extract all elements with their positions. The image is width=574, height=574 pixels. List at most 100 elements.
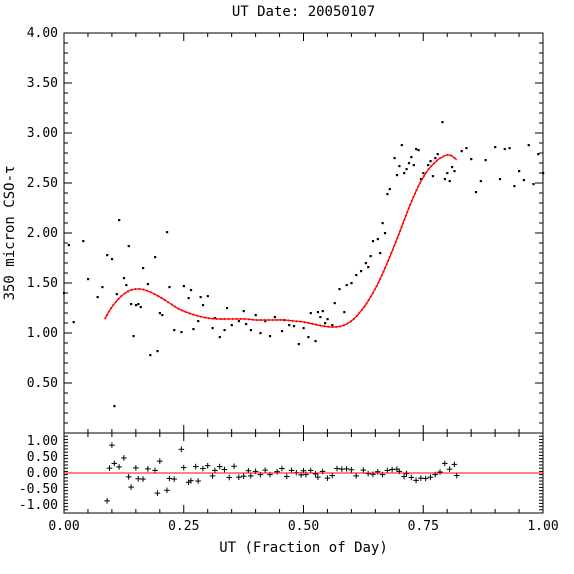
residual-point <box>195 478 201 484</box>
data-point <box>345 284 348 287</box>
data-point <box>441 121 444 124</box>
data-point <box>156 350 159 353</box>
residual-point <box>334 465 340 472</box>
data-point <box>314 340 317 343</box>
data-point <box>161 314 164 317</box>
data-point <box>110 258 114 261</box>
data-point <box>460 150 463 153</box>
fit-line <box>104 154 458 328</box>
data-point <box>302 327 305 330</box>
x-axis-label: UT (Fraction of Day) <box>219 540 388 556</box>
data-point <box>532 183 535 186</box>
x-tick-label: 0.50 <box>288 519 319 534</box>
residual-point <box>384 467 391 474</box>
residual-point <box>262 467 268 473</box>
data-point <box>355 274 358 277</box>
data-point <box>518 170 521 173</box>
residual-point <box>437 469 443 475</box>
data-point <box>400 144 403 147</box>
data-point <box>343 311 346 314</box>
y-tick-label: 0.00 <box>27 466 58 481</box>
data-point <box>292 325 296 328</box>
data-point <box>470 158 473 161</box>
y-tick-label: 1.00 <box>27 434 58 449</box>
data-point <box>187 297 190 300</box>
data-point <box>522 179 526 182</box>
residual-point <box>204 462 211 469</box>
data-point <box>230 324 233 327</box>
residual-point <box>274 468 280 475</box>
residual-point <box>180 464 187 471</box>
residual-point <box>279 465 285 472</box>
data-point <box>197 320 200 323</box>
data-point <box>273 316 276 319</box>
data-point <box>125 284 128 287</box>
data-point <box>398 165 401 168</box>
main-plot-frame <box>63 32 544 434</box>
residual-point <box>451 461 458 468</box>
residual-point <box>365 470 371 477</box>
residual-point <box>453 472 460 479</box>
data-point <box>63 292 66 295</box>
data-point <box>443 178 447 181</box>
data-point <box>379 252 382 255</box>
data-point <box>450 166 454 169</box>
data-point <box>237 320 241 323</box>
residual-point <box>171 476 177 482</box>
residual-point <box>408 474 415 481</box>
residual-point <box>307 467 314 474</box>
data-point <box>474 191 478 194</box>
residual-point <box>315 474 321 480</box>
data-point <box>146 283 150 286</box>
data-point <box>498 178 502 181</box>
residual-point <box>221 466 228 473</box>
residual-point <box>236 474 242 480</box>
data-point <box>134 304 138 307</box>
residual-data-points <box>104 442 460 504</box>
data-point <box>201 304 205 307</box>
residual-point <box>145 466 151 472</box>
data-point <box>393 157 396 160</box>
data-point <box>333 302 336 305</box>
data-point <box>453 170 456 173</box>
residual-point <box>418 475 424 481</box>
residual-point <box>128 484 134 490</box>
data-point <box>417 149 420 152</box>
data-point <box>106 254 109 257</box>
y-tick-label: 2.00 <box>27 226 58 241</box>
data-point <box>211 327 214 330</box>
residual-point <box>240 473 247 479</box>
residual-point <box>288 467 295 474</box>
data-point <box>242 310 245 313</box>
data-point <box>122 277 126 280</box>
residual-axis-ticks: -1.00-0.500.000.501.000.00 0.25 0.50 0.75 1.… <box>19 432 559 534</box>
residual-point <box>389 466 395 473</box>
data-point <box>206 295 209 298</box>
data-point <box>182 285 185 288</box>
residual-point <box>209 473 216 479</box>
data-point <box>415 148 418 151</box>
data-point <box>448 180 451 183</box>
data-point <box>199 296 202 299</box>
data-point <box>173 329 176 332</box>
data-point <box>364 262 367 265</box>
data-point <box>338 288 341 291</box>
data-point <box>72 321 75 324</box>
residual-point <box>216 463 223 470</box>
data-point <box>369 255 372 258</box>
chart-title: UT Date: 20050107 <box>232 4 375 20</box>
residual-point <box>231 463 237 470</box>
residual-point <box>348 467 355 473</box>
data-point <box>192 328 195 331</box>
residual-point <box>135 475 142 482</box>
data-point <box>429 160 432 163</box>
y-tick-label: 3.50 <box>27 76 58 91</box>
data-point <box>484 159 487 162</box>
y-tick-label: 1.50 <box>27 276 58 291</box>
data-point <box>494 146 497 149</box>
residual-point <box>178 446 185 453</box>
data-point <box>96 296 99 299</box>
residual-point <box>104 498 110 504</box>
data-point <box>436 153 439 156</box>
y-tick-label: 0.50 <box>27 376 58 391</box>
